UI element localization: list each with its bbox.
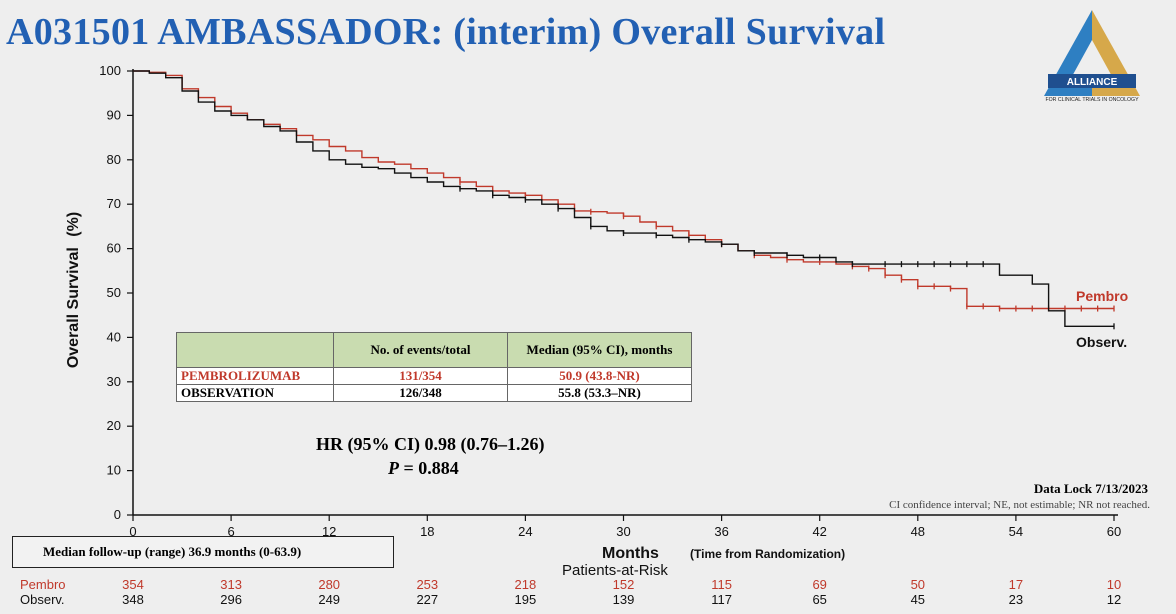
- at-risk-value: 139: [613, 592, 635, 607]
- at-risk-value: 117: [711, 592, 732, 607]
- events-row-arm: OBSERVATION: [176, 384, 334, 402]
- events-table-header: No. of events/total Median (95% CI), mon…: [176, 332, 692, 368]
- chart-labels: Overall Survival (%) Months (Time from R…: [65, 212, 1128, 579]
- y-tick-label: 60: [107, 241, 121, 256]
- at-risk-value: 296: [220, 592, 242, 607]
- at-risk-value: 45: [911, 592, 925, 607]
- x-tick-label: 54: [1009, 524, 1023, 539]
- at-risk-value: 65: [812, 592, 826, 607]
- at-risk-value: 280: [318, 577, 340, 592]
- at-risk-value: 152: [613, 577, 635, 592]
- events-row-arm: PEMBROLIZUMAB: [176, 367, 334, 385]
- at-risk-value: 218: [515, 577, 537, 592]
- events-table: No. of events/total Median (95% CI), mon…: [176, 332, 692, 402]
- y-tick-label: 70: [107, 196, 121, 211]
- hazard-ratio: HR (95% CI) 0.98 (0.76–1.26): [316, 434, 545, 454]
- at-risk-value: 313: [220, 577, 242, 592]
- y-tick-label: 100: [99, 63, 121, 78]
- chart-axes: 0 10 20 30 40 50 60 70 80 90 100 0 6 12 18 24 30 36 42 48 54…: [99, 63, 1121, 539]
- at-risk-value: 23: [1009, 592, 1023, 607]
- at-risk-value: 69: [812, 577, 826, 592]
- slide-title: A031501 AMBASSADOR: (interim) Overall Su…: [6, 11, 886, 53]
- x-tick-label: 18: [420, 524, 434, 539]
- events-row-observation: OBSERVATION 126/348 55.8 (53.3–NR): [176, 384, 692, 402]
- series-layer: [133, 70, 1115, 330]
- x-tick-label: 60: [1107, 524, 1121, 539]
- at-risk-value: 50: [911, 577, 925, 592]
- at-risk-value: 249: [318, 592, 340, 607]
- y-tick-label: 10: [107, 463, 121, 478]
- y-tick-label: 80: [107, 152, 121, 167]
- series-line-0: [133, 70, 1114, 310]
- events-table-header-events: No. of events/total: [333, 332, 508, 368]
- events-row-median: 55.8 (53.3–NR): [507, 384, 692, 402]
- y-tick-label: 20: [107, 418, 121, 433]
- data-lock: Data Lock 7/13/2023: [1033, 481, 1148, 496]
- at-risk-title: Patients-at-Risk: [562, 562, 668, 579]
- series-line-1: [133, 70, 1114, 327]
- events-row-pembrolizumab: PEMBROLIZUMAB 131/354 50.9 (43.8-NR): [176, 367, 692, 385]
- logo-subtitle: FOR CLINICAL TRIALS IN ONCOLOGY: [1045, 97, 1139, 103]
- events-row-median: 50.9 (43.8-NR): [507, 367, 692, 385]
- events-table-header-blank: [176, 332, 334, 368]
- y-tick-label: 30: [107, 374, 121, 389]
- logo-triangle-inner: [1070, 40, 1114, 80]
- at-risk-value: 354: [122, 577, 144, 592]
- at-risk-value: 10: [1107, 577, 1121, 592]
- y-tick-label: 90: [107, 107, 121, 122]
- x-tick-label: 12: [322, 524, 336, 539]
- at-risk-value: 227: [416, 592, 438, 607]
- y-tick-label: 40: [107, 329, 121, 344]
- at-risk-value: 12: [1107, 592, 1121, 607]
- at-risk-row-label: Pembro: [20, 577, 66, 592]
- y-axis-label: Overall Survival (%): [65, 212, 82, 368]
- at-risk-value: 253: [416, 577, 438, 592]
- x-tick-label: 30: [616, 524, 630, 539]
- alliance-logo: ALLIANCE FOR CLINICAL TRIALS IN ONCOLOGY: [1044, 10, 1140, 103]
- p-label: P: [388, 458, 399, 478]
- x-tick-label: 24: [518, 524, 532, 539]
- series-label-pembro: Pembro: [1076, 288, 1128, 304]
- p-value: P = 0.884: [388, 458, 459, 479]
- at-risk-value: 115: [711, 577, 732, 592]
- ci-footnote: CI confidence interval; NE, not estimabl…: [889, 499, 1150, 511]
- events-row-events: 131/354: [333, 367, 508, 385]
- at-risk-value: 17: [1009, 577, 1023, 592]
- y-tick-label: 50: [107, 285, 121, 300]
- at-risk-row-label: Observ.: [20, 592, 65, 607]
- y-tick-label: 0: [114, 507, 121, 522]
- x-axis-label: Months: [602, 545, 659, 562]
- x-axis-label-note: (Time from Randomization): [690, 547, 845, 561]
- x-tick-label: 48: [911, 524, 925, 539]
- median-followup-box: Median follow-up (range) 36.9 months (0-…: [12, 536, 394, 568]
- at-risk-value: 348: [122, 592, 144, 607]
- at-risk-table: Pembro 354 313 280 253 218 152 115 69 50 17 10 Obser…: [20, 577, 1121, 607]
- logo-name: ALLIANCE: [1067, 77, 1118, 88]
- x-tick-label: 36: [714, 524, 728, 539]
- events-row-events: 126/348: [333, 384, 508, 402]
- logo-band: [1048, 74, 1136, 88]
- x-tick-label: 42: [812, 524, 826, 539]
- y-axis-unit: (%): [65, 212, 82, 237]
- events-table-header-median: Median (95% CI), months: [507, 332, 692, 368]
- at-risk-value: 195: [515, 592, 537, 607]
- y-axis-label-text: Overall Survival: [65, 247, 82, 368]
- x-tick-label: 0: [129, 524, 136, 539]
- series-label-observ: Observ.: [1076, 334, 1127, 350]
- p-value-text: = 0.884: [399, 458, 459, 478]
- x-tick-label: 6: [227, 524, 234, 539]
